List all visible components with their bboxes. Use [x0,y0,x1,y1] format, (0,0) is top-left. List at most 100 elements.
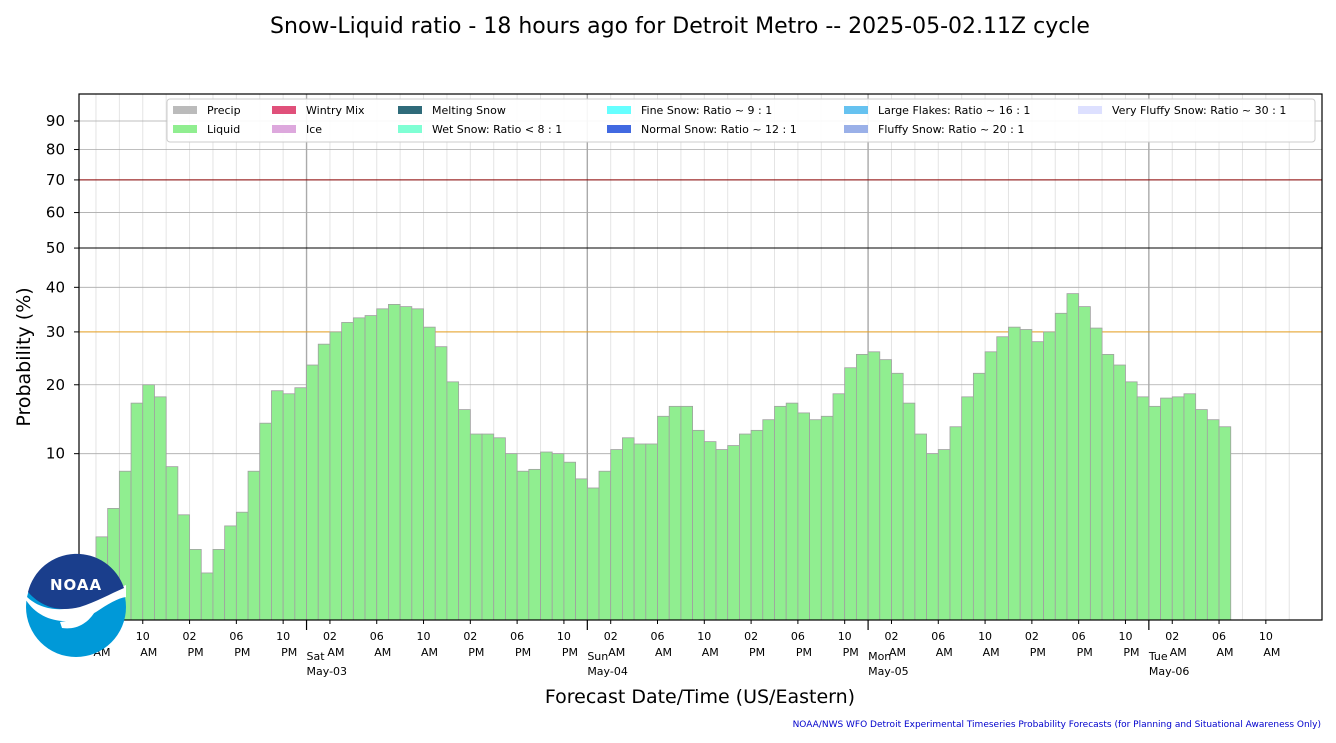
bar [738,433,752,621]
x-tick-label: 06 [1072,630,1086,643]
x-tick-label: 10 [136,630,150,643]
x-tick-ampm: PM [515,646,531,659]
x-tick-label: 10 [417,630,431,643]
legend-label: Fluffy Snow: Ratio ~ 20 : 1 [878,123,1024,136]
plot-frame [78,93,1323,621]
legend-label: Melting Snow [432,104,506,117]
bar [727,445,740,621]
x-tick-ampm: AM [983,646,1000,659]
legend-box [166,98,1316,143]
legend-label: Ice [306,123,322,136]
date-label: May-06 [1149,665,1190,678]
bar [247,470,261,621]
bar [1113,364,1126,621]
bar [586,487,600,621]
bar [317,343,331,621]
y-tick-label: 50 [46,239,65,257]
x-tick-label: 06 [229,630,243,643]
bar [844,367,857,621]
y-tick-label: 20 [46,376,65,394]
x-tick-ampm: PM [749,646,765,659]
x-tick-ampm: PM [1030,646,1046,659]
bar [575,478,588,621]
x-tick-label: 06 [370,630,384,643]
legend-swatch [272,125,296,133]
bar [540,451,553,621]
bar [1054,312,1068,621]
bar [645,443,658,621]
bar [914,433,927,621]
x-tick-ampm: PM [1123,646,1139,659]
bar [926,453,939,621]
y-tick-label: 60 [46,204,65,222]
bar [306,364,319,621]
x-tick-label: 02 [323,630,337,643]
bar [1160,397,1173,621]
bar [458,409,471,621]
bar [879,359,892,621]
x-tick-ampm: AM [608,646,625,659]
bar [1043,331,1056,621]
legend-swatch [173,125,197,133]
bar [563,461,577,621]
bar [902,402,916,621]
bar [493,437,506,621]
x-tick-ampm: AM [1170,646,1187,659]
y-tick-label: 10 [46,445,65,463]
x-tick-label: 02 [183,630,197,643]
x-tick-ampm: PM [796,646,812,659]
bar [551,453,565,621]
x-tick-label: 02 [744,630,758,643]
legend-label: Wintry Mix [306,104,365,117]
bar [352,317,366,621]
bar [177,514,190,621]
legend-swatch [398,106,422,114]
x-tick-ampm: PM [281,646,297,659]
legend-label: Precip [207,104,241,117]
bar [1195,409,1208,621]
bar [271,390,284,621]
bar [984,351,998,621]
legend-label: Fine Snow: Ratio ~ 9 : 1 [641,104,772,117]
bar [130,402,144,621]
bar [855,353,869,621]
legend-label: Very Fluffy Snow: Ratio ~ 30 : 1 [1112,104,1286,117]
x-tick-label: 02 [463,630,477,643]
bar [1089,327,1103,621]
x-tick-ampm: AM [1217,646,1234,659]
bar [832,393,846,621]
bar [867,351,881,621]
bar [891,372,904,621]
legend-label: Wet Snow: Ratio < 8 : 1 [432,123,562,136]
x-tick-ampm: AM [1263,646,1280,659]
bar [282,393,296,621]
bar [972,372,986,621]
bar [762,419,775,621]
x-tick-ampm: PM [234,646,250,659]
legend-swatch [844,125,868,133]
bar [622,437,635,621]
legend-swatch [398,125,422,133]
footer-disclaimer: NOAA/NWS WFO Detroit Experimental Timese… [793,720,1321,730]
x-tick-label: 10 [838,630,852,643]
x-tick-ampm: AM [936,646,953,659]
bar [703,441,717,621]
bar [996,336,1009,621]
bar [1218,426,1232,621]
bar [469,433,483,621]
day-label: Sat [307,650,326,663]
bar [1031,341,1044,621]
y-tick-label: 90 [46,112,65,130]
x-axis-label: Forecast Date/Time (US/Eastern) [545,686,855,708]
bar [785,402,799,621]
bar [505,453,518,621]
x-tick-label: 10 [1259,630,1273,643]
date-label: May-05 [868,665,909,678]
x-tick-ampm: PM [468,646,484,659]
bar [1171,396,1185,621]
bar [341,322,354,621]
bar [949,426,963,621]
y-tick-label: 40 [46,278,65,296]
date-label: May-04 [587,665,628,678]
day-label: Tue [1148,650,1168,663]
